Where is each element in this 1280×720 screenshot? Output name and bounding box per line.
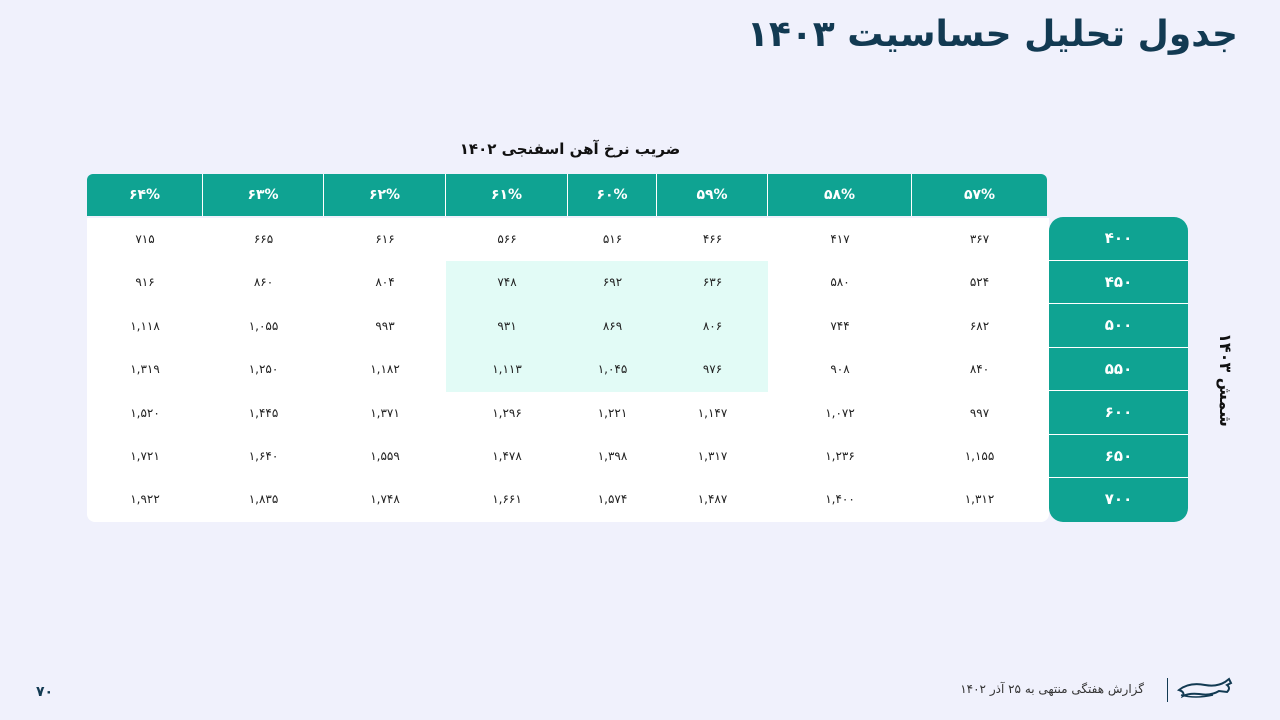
footer-report-text: گزارش هفتگی منتهی به ۲۵ آذر ۱۴۰۲ (960, 682, 1144, 696)
table-cell: ۱,۱۸۲ (370, 362, 400, 377)
table-row: ۱,۵۲۰ ۱,۴۴۵ ۱,۳۷۱ ۱,۲۹۶ ۱,۲۲۱ ۱,۱۴۷ ۱,۰۷۲ ۹۹۷ (87, 392, 1049, 435)
table-cell: ۷۴۸ (446, 261, 568, 305)
table-row: ۹۱۶ ۸۶۰ ۸۰۴ ۷۴۸ ۶۹۲ ۶۳۶ ۵۸۰ ۵۲۴ (87, 261, 1049, 305)
table-cell: ۹۱۶ (135, 275, 155, 290)
page-number: ۷۰ (36, 684, 54, 700)
table-cell: ۱,۰۴۵ (568, 348, 657, 392)
table-cell: ۱,۲۲۱ (597, 405, 628, 420)
row-header-column: ۴۰۰ ۴۵۰ ۵۰۰ ۵۵۰ ۶۰۰ ۶۵۰ ۷۰۰ (1049, 217, 1188, 522)
table-cell: ۹۷۶ (657, 348, 768, 392)
column-header-cell: ۵۹% (657, 174, 768, 216)
table-cell: ۵۱۶ (602, 232, 623, 246)
row-header-cell: ۴۵۰ (1049, 261, 1188, 304)
table-cell: ۱,۱۵۵ (964, 448, 995, 463)
table-cell: ۶۳۶ (657, 261, 768, 305)
table-cell: ۱,۳۱۷ (697, 448, 728, 463)
table-cell: ۵۶۶ (497, 232, 517, 246)
table-cell: ۶۸۲ (969, 318, 990, 333)
table-row: ۱,۷۲۱ ۱,۶۴۰ ۱,۵۵۹ ۱,۴۷۸ ۱,۳۹۸ ۱,۳۱۷ ۱,۲۳۶ ۱,۱۵۵ (87, 435, 1049, 478)
table-cell: ۹۰۸ (830, 362, 850, 377)
table-cell: ۱,۴۸۷ (697, 492, 728, 507)
table-cell: ۳۶۷ (969, 232, 990, 246)
table-cell: ۱,۱۱۸ (130, 318, 160, 333)
table-cell: ۱,۳۱۲ (964, 492, 995, 507)
table-cell: ۷۴۴ (830, 318, 850, 333)
table-cell: ۱,۲۹۶ (492, 405, 522, 420)
table-cell: ۵۸۰ (830, 275, 850, 290)
table-cell: ۱,۷۲۱ (130, 448, 160, 463)
table-row: ۱,۹۲۲ ۱,۸۳۵ ۱,۷۴۸ ۱,۶۶۱ ۱,۵۷۴ ۱,۴۸۷ ۱,۴۰۰ ۱,۳۱۲ (87, 478, 1049, 521)
column-header-cell: ۶۲% (324, 174, 446, 216)
table-cell: ۱,۸۳۵ (248, 492, 279, 507)
table-cell: ۱,۳۷۱ (370, 405, 400, 420)
row-header-cell: ۶۰۰ (1049, 391, 1188, 435)
column-header-cell: ۵۸% (768, 174, 912, 216)
row-header-cell: ۵۰۰ (1049, 304, 1188, 348)
column-header-cell: ۶۰% (568, 174, 657, 216)
page-title: جدول تحلیل حساسیت ۱۴۰۳ (746, 14, 1238, 55)
table-cell: ۵۲۴ (969, 275, 990, 290)
table-cell: ۱,۳۱۹ (130, 362, 160, 377)
row-header-cell: ۷۰۰ (1104, 490, 1133, 508)
table-row: ۱,۱۱۸ ۱,۰۵۵ ۹۹۳ ۹۳۱ ۸۶۹ ۸۰۶ ۷۴۴ ۶۸۲ (87, 304, 1049, 349)
table-cell: ۱,۵۵۹ (370, 448, 400, 463)
table-cell: ۱,۴۷۸ (492, 448, 522, 463)
table-cell: ۱,۶۴۰ (248, 448, 279, 463)
table-cell: ۱,۴۰۰ (825, 492, 855, 507)
table-cell: ۶۱۶ (375, 232, 395, 246)
table-row: ۷۱۵ ۶۶۵ ۶۱۶ ۵۶۶ ۵۱۶ ۴۶۶ ۴۱۷ ۳۶۷ (87, 218, 1049, 261)
table-cell: ۱,۵۷۴ (597, 492, 628, 507)
table-cell: ۹۹۷ (969, 405, 990, 420)
column-header-cell: ۵۷% (963, 187, 996, 203)
table-cell: ۱,۱۱۳ (446, 348, 568, 392)
table-cell: ۱,۹۲۲ (130, 492, 160, 507)
table-cell: ۸۶۹ (568, 304, 657, 349)
table-cell: ۱,۰۵۵ (248, 318, 279, 333)
table-cell: ۴۱۷ (830, 232, 850, 246)
row-header-cell: ۴۰۰ (1049, 217, 1188, 261)
table-cell: ۶۹۲ (568, 261, 657, 305)
table-cell: ۸۰۶ (657, 304, 768, 349)
table-cell: ۷۱۵ (135, 232, 155, 246)
column-header-cell: ۶۳% (203, 174, 324, 216)
table-body: ۷۱۵ ۶۶۵ ۶۱۶ ۵۶۶ ۵۱۶ ۴۶۶ ۴۱۷ ۳۶۷ ۹۱۶ ۸۶۰ ۸۰۴ ۷۴۸ ۶۹۲ ۶… (87, 218, 1049, 522)
column-axis-label: ضریب نرخ آهن اسفنجی ۱۴۰۲ (459, 140, 681, 158)
table-cell: ۱,۱۴۷ (697, 405, 728, 420)
table-cell: ۸۰۴ (375, 275, 395, 290)
table-cell: ۱,۳۹۸ (597, 448, 628, 463)
row-axis-label: شمش ۱۴۰۳ (1216, 333, 1235, 427)
table-cell: ۱,۰۷۲ (825, 405, 855, 420)
column-header-cell: ۶۴% (87, 174, 203, 216)
table-rows: ۷۱۵ ۶۶۵ ۶۱۶ ۵۶۶ ۵۱۶ ۴۶۶ ۴۱۷ ۳۶۷ ۹۱۶ ۸۶۰ ۸۰۴ ۷۴۸ ۶۹۲ ۶… (87, 218, 1049, 522)
row-header-cell: ۵۵۰ (1049, 348, 1188, 391)
footer-divider (1167, 678, 1168, 702)
column-header-cell: ۶۱% (446, 174, 568, 216)
table-cell: ۹۳۱ (446, 304, 568, 349)
horse-logo-icon (1176, 677, 1233, 699)
table-cell: ۸۴۰ (969, 362, 990, 377)
table-cell: ۸۶۰ (253, 275, 274, 290)
table-cell: ۶۶۵ (253, 232, 274, 246)
table-cell: ۱,۵۲۰ (130, 405, 160, 420)
table-cell: ۱,۶۶۱ (492, 492, 522, 507)
table-cell: ۹۹۳ (375, 318, 395, 333)
table-row: ۱,۳۱۹ ۱,۲۵۰ ۱,۱۸۲ ۱,۱۱۳ ۱,۰۴۵ ۹۷۶ ۹۰۸ ۸۴۰ (87, 348, 1049, 392)
table-cell: ۱,۷۴۸ (370, 492, 400, 507)
column-header-row: ۶۴% ۶۳% ۶۲% ۶۱% ۶۰% ۵۹% ۵۸% ۵۷% (87, 174, 1047, 216)
table-cell: ۱,۲۵۰ (248, 362, 279, 377)
table-cell: ۱,۴۴۵ (248, 405, 279, 420)
row-header-cell: ۶۵۰ (1049, 435, 1188, 478)
table-cell: ۴۶۶ (702, 232, 723, 246)
table-cell: ۱,۲۳۶ (825, 448, 855, 463)
